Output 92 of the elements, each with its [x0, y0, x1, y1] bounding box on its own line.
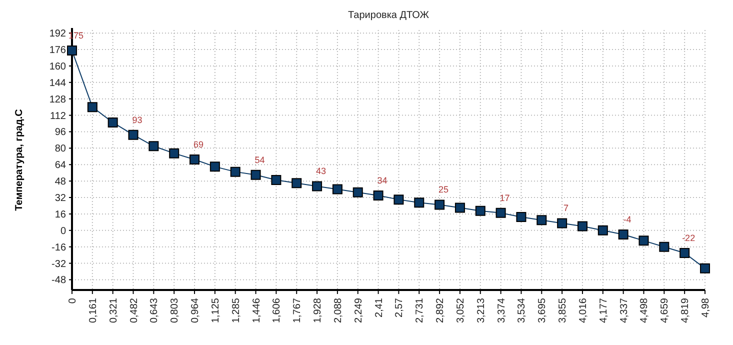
x-tick-label: 3,695 [537, 298, 548, 324]
y-tick-label: 160 [49, 61, 66, 72]
x-tick-label: 4,337 [618, 298, 630, 324]
point [638, 236, 649, 246]
y-tick-label: -32 [52, 258, 66, 270]
x-tick-label: 2,249 [353, 298, 364, 324]
x-tick-label: 4,819 [680, 298, 692, 324]
x-tick-label: 0 [68, 298, 78, 304]
data-label: 43 [316, 166, 326, 176]
x-tick-label: 2,57 [394, 298, 406, 318]
y-tick-label: 0 [60, 226, 66, 237]
point [108, 117, 118, 128]
point [230, 166, 240, 177]
y-tick-label: -16 [52, 242, 66, 254]
y-tick-label: 32 [54, 193, 66, 204]
x-tick-label: 3,374 [496, 298, 508, 324]
x-tick-label: 4,016 [578, 298, 589, 324]
x-tick-label: 0,964 [190, 298, 202, 324]
y-axis-title: Температура, град.С [14, 109, 25, 211]
x-tick-label: 2,088 [332, 298, 344, 324]
point [516, 212, 526, 222]
y-tick-label: 64 [54, 160, 66, 172]
y-tick-label: 16 [54, 209, 66, 220]
point [659, 242, 670, 252]
x-tick-label: 0,482 [128, 298, 140, 324]
x-tick-label: 1,446 [251, 298, 262, 324]
point [700, 263, 710, 274]
point [87, 102, 98, 112]
data-label: 69 [194, 139, 204, 150]
x-tick-label: 3,052 [455, 298, 466, 324]
point [598, 225, 608, 236]
point [496, 208, 506, 218]
point [312, 181, 322, 192]
x-tick-label: 1,285 [230, 298, 242, 324]
point [373, 190, 384, 200]
point [414, 198, 424, 208]
x-tick-label: 4,177 [598, 298, 610, 324]
data-label: 34 [377, 175, 388, 186]
point [210, 162, 220, 172]
data-label: -22 [682, 233, 696, 244]
data-label: 54 [254, 154, 265, 165]
point [352, 187, 363, 198]
point [394, 194, 404, 205]
y-tick-label: 80 [54, 144, 66, 155]
data-label: 17 [500, 192, 510, 203]
x-tick-label: 4,98 [700, 298, 712, 318]
point [434, 200, 445, 210]
x-tick-label: 0,321 [108, 298, 120, 324]
data-label: -4 [623, 214, 632, 225]
point [169, 148, 180, 158]
point [680, 248, 690, 258]
x-tick-label: 1,125 [210, 298, 222, 324]
point [332, 184, 342, 194]
point [190, 154, 200, 164]
point [271, 175, 282, 186]
x-tick-label: 4,659 [660, 298, 671, 324]
x-tick-label: 1,767 [292, 298, 304, 324]
y-tick-label: 96 [54, 127, 66, 138]
x-tick-label: 3,855 [558, 298, 569, 324]
x-tick-label: 3,213 [476, 298, 487, 324]
x-tick-label: 0,161 [88, 298, 99, 324]
y-tick-label: 48 [54, 176, 66, 188]
point [148, 141, 159, 152]
point [475, 206, 486, 216]
point [67, 46, 77, 56]
point [577, 221, 588, 232]
chart-title: Тарировка ДТОЖ [348, 10, 430, 21]
point [557, 218, 568, 228]
x-tick-label: 1,606 [272, 298, 283, 324]
x-tick-label: 3,534 [516, 298, 528, 324]
y-tick-label: 144 [49, 78, 66, 89]
point [618, 230, 628, 240]
y-tick-label: 192 [49, 28, 66, 40]
x-tick-label: 1,928 [312, 298, 324, 324]
data-label: 25 [438, 184, 449, 195]
data-label: 93 [132, 114, 142, 125]
y-tick-label: 112 [50, 110, 66, 122]
point [250, 170, 261, 180]
x-tick-label: 0,803 [170, 298, 181, 324]
x-tick-label: 2,41 [374, 298, 385, 318]
x-tick-label: 4,498 [639, 298, 650, 324]
point [292, 178, 302, 188]
point [128, 130, 138, 140]
y-tick-label: -48 [52, 275, 66, 286]
y-tick-label: 176 [49, 45, 66, 56]
point [536, 215, 547, 226]
y-tick-label: 128 [49, 94, 66, 106]
x-tick-label: 2,892 [435, 298, 446, 324]
point [454, 202, 465, 213]
x-tick-label: 2,731 [414, 298, 426, 324]
x-tick-label: 0,643 [149, 298, 160, 324]
data-label: 7 [564, 203, 569, 214]
